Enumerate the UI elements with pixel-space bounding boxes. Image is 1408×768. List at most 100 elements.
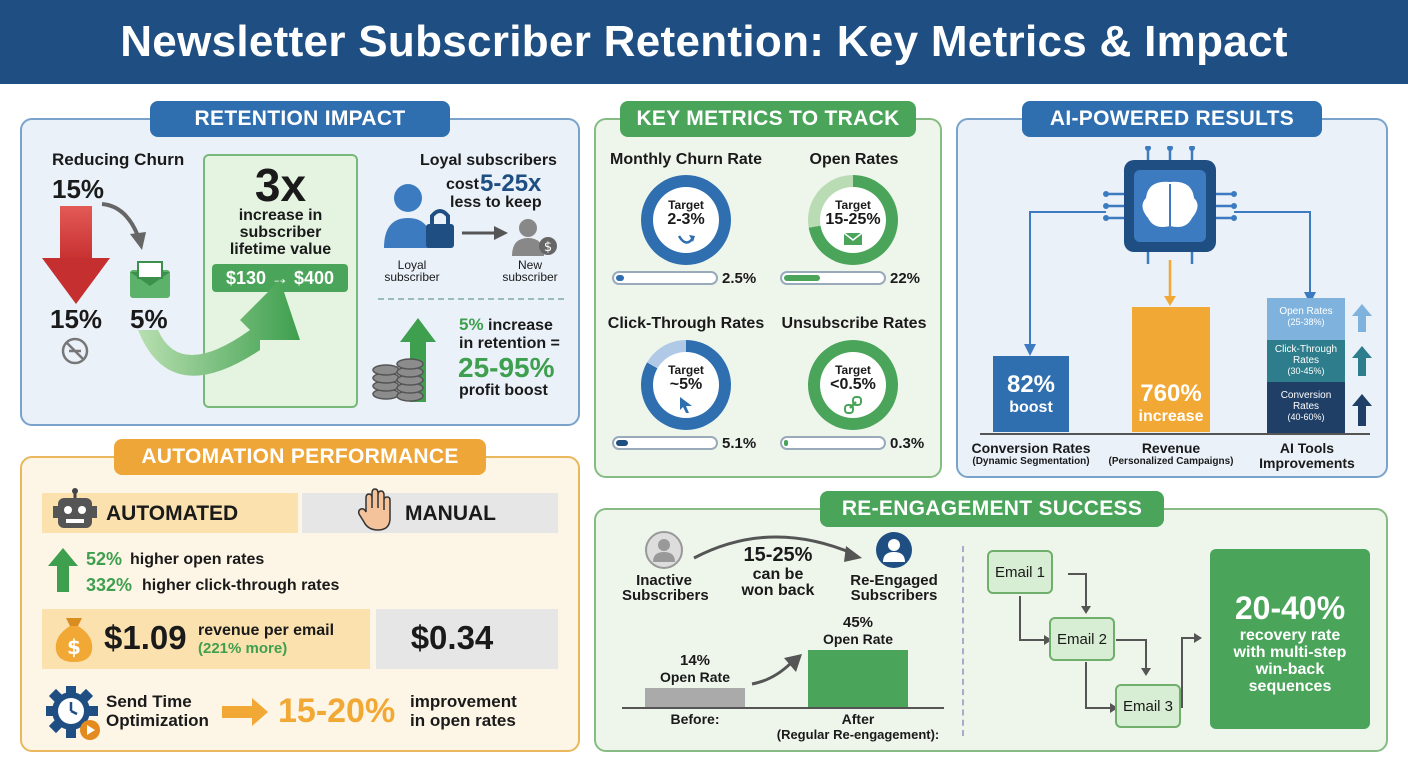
revenue-more: (221% more) bbox=[198, 640, 288, 657]
churn-before-value: 15% bbox=[50, 304, 103, 334]
after-bar bbox=[808, 650, 908, 707]
arrow-right-icon bbox=[462, 226, 508, 240]
sto-label-2: Optimization bbox=[106, 711, 209, 730]
page-title: Newsletter Subscriber Retention: Key Met… bbox=[120, 17, 1288, 66]
email-step-3: Email 3 bbox=[1115, 684, 1181, 728]
metric-ctr-actual: 5.1% bbox=[722, 435, 757, 452]
churn-start-value: 15% bbox=[52, 174, 105, 204]
sto-text-2: in open rates bbox=[410, 711, 516, 730]
reengage-divider bbox=[962, 546, 964, 736]
revenue-label: revenue per email bbox=[198, 622, 335, 639]
mail-icon bbox=[843, 232, 863, 245]
conversion-note: (Dynamic Segmentation) bbox=[972, 456, 1090, 467]
cost-value: 5-25x bbox=[480, 170, 542, 197]
tool-open-name: Open Rates bbox=[1279, 306, 1333, 317]
cost-suffix: less to keep bbox=[450, 194, 542, 211]
metric-ctr-target-label: Target bbox=[668, 363, 704, 377]
loyal-label-1: Loyal bbox=[397, 258, 427, 272]
improvement-arrow-icon bbox=[751, 654, 802, 686]
after-pct: 45% bbox=[842, 614, 874, 631]
metric-churn-bar bbox=[612, 271, 718, 285]
cost-prefix: cost bbox=[446, 176, 479, 193]
won-text-1: can be bbox=[752, 566, 804, 583]
before-label: Before: bbox=[670, 711, 720, 727]
email-step-1: Email 1 bbox=[987, 550, 1053, 594]
metric-churn-target: 2-3% bbox=[667, 211, 705, 228]
metric-ctr-bar-fill bbox=[616, 440, 628, 446]
ai-results-heading: AI-POWERED RESULTS bbox=[1022, 101, 1322, 137]
revenue-sub: increase bbox=[1138, 408, 1204, 425]
revenue-label: Revenue bbox=[1141, 440, 1201, 456]
open-rate-pct: 52% bbox=[86, 549, 123, 569]
conversion-label: Conversion Rates bbox=[971, 440, 1091, 456]
tools-stack: Open Rates (25-38%) Click-Through Rates … bbox=[1267, 298, 1345, 434]
reengage-curve-arrow-icon bbox=[693, 535, 862, 562]
reengaged-label-2: Subscribers bbox=[850, 587, 938, 604]
profit-label: profit boost bbox=[459, 382, 548, 399]
orange-arrow-icon bbox=[222, 698, 268, 726]
ctr-text: higher click-through rates bbox=[142, 577, 340, 594]
ai-baseline bbox=[980, 433, 1370, 435]
svg-text:$: $ bbox=[67, 635, 81, 659]
metric-unsub-title: Unsubscribe Rates bbox=[781, 315, 927, 332]
recovery-text-4: sequences bbox=[1248, 678, 1332, 695]
open-rate-text: higher open rates bbox=[130, 551, 265, 568]
revenue-auto-value: $1.09 bbox=[104, 619, 187, 656]
metric-open-target-label: Target bbox=[835, 198, 871, 212]
ctr-pct: 332% bbox=[86, 575, 133, 595]
money-bag-icon: $ bbox=[55, 618, 93, 662]
churn-after-value: 5% bbox=[130, 304, 168, 334]
tool-ctr-name: Click-Through Rates bbox=[1274, 344, 1338, 366]
loyal-label-2: subscriber bbox=[384, 270, 440, 284]
recovery-value: 20-40% bbox=[1234, 590, 1346, 626]
revenue-bar: 760% increase bbox=[1132, 307, 1210, 432]
recovery-text-3: win-back bbox=[1255, 661, 1325, 678]
lifetime-desc-1: increase in bbox=[238, 207, 323, 224]
tools-label-1: AI Tools bbox=[1279, 440, 1335, 456]
reducing-churn-label: Reducing Churn bbox=[52, 150, 185, 169]
after-rate: Open Rate bbox=[822, 631, 893, 647]
cursor-icon bbox=[680, 397, 692, 413]
retention-line-2: in retention = bbox=[459, 335, 560, 352]
new-label-2: subscriber bbox=[502, 270, 558, 284]
conversion-value: 82% bbox=[1006, 371, 1056, 398]
tool-ctr-segment: Click-Through Rates (30-45%) bbox=[1267, 340, 1345, 382]
recovery-box bbox=[1210, 549, 1370, 729]
reengaged-user-icon bbox=[876, 532, 912, 568]
tool-conv-range: (40-60%) bbox=[1287, 412, 1325, 422]
before-bar bbox=[645, 688, 745, 707]
divider bbox=[378, 298, 564, 300]
tools-up-arrows-icon bbox=[1352, 304, 1372, 426]
inactive-label-2: Subscribers bbox=[622, 587, 709, 604]
after-label-2: (Regular Re-engagement): bbox=[776, 727, 940, 742]
revenue-note: (Personalized Campaigns) bbox=[1108, 456, 1234, 467]
metric-unsub-target-label: Target bbox=[835, 363, 871, 377]
tool-conv-name: Conversion Rates bbox=[1280, 390, 1332, 412]
retention-impact-heading: RETENTION IMPACT bbox=[150, 101, 450, 137]
retention-line-1: increase bbox=[488, 317, 553, 334]
refresh-icon bbox=[677, 235, 695, 244]
growth-arrow-icon bbox=[138, 280, 300, 376]
revenue-manual-box bbox=[376, 609, 558, 669]
metric-churn-target-label: Target bbox=[668, 198, 704, 212]
envelope-icon bbox=[130, 261, 170, 298]
metric-ctr-title: Click-Through Rates bbox=[607, 315, 765, 332]
coins-growth-icon bbox=[372, 318, 436, 402]
lifetime-desc-3: lifetime value bbox=[229, 241, 332, 258]
metric-open-target: 15-25% bbox=[825, 211, 881, 228]
hand-icon bbox=[358, 488, 391, 531]
recovery-text-2: with multi-step bbox=[1233, 644, 1347, 661]
sto-text-1: improvement bbox=[410, 692, 517, 711]
retention-pct: 5% bbox=[459, 315, 484, 334]
lifetime-multiplier: 3x bbox=[254, 159, 307, 211]
metric-churn-actual: 2.5% bbox=[722, 270, 757, 287]
loyal-heading: Loyal subscribers bbox=[420, 152, 557, 169]
recovery-text-1: recovery rate bbox=[1239, 627, 1341, 644]
automated-label: AUTOMATED bbox=[106, 502, 239, 525]
metric-ctr-bar bbox=[612, 436, 718, 450]
ai-chip-icon bbox=[1103, 146, 1237, 264]
svg-text:$: $ bbox=[544, 240, 552, 255]
reengagement-heading: RE-ENGAGEMENT SUCCESS bbox=[820, 491, 1164, 527]
revenue-value: 760% bbox=[1140, 380, 1202, 407]
no-churn-icon bbox=[61, 337, 89, 365]
